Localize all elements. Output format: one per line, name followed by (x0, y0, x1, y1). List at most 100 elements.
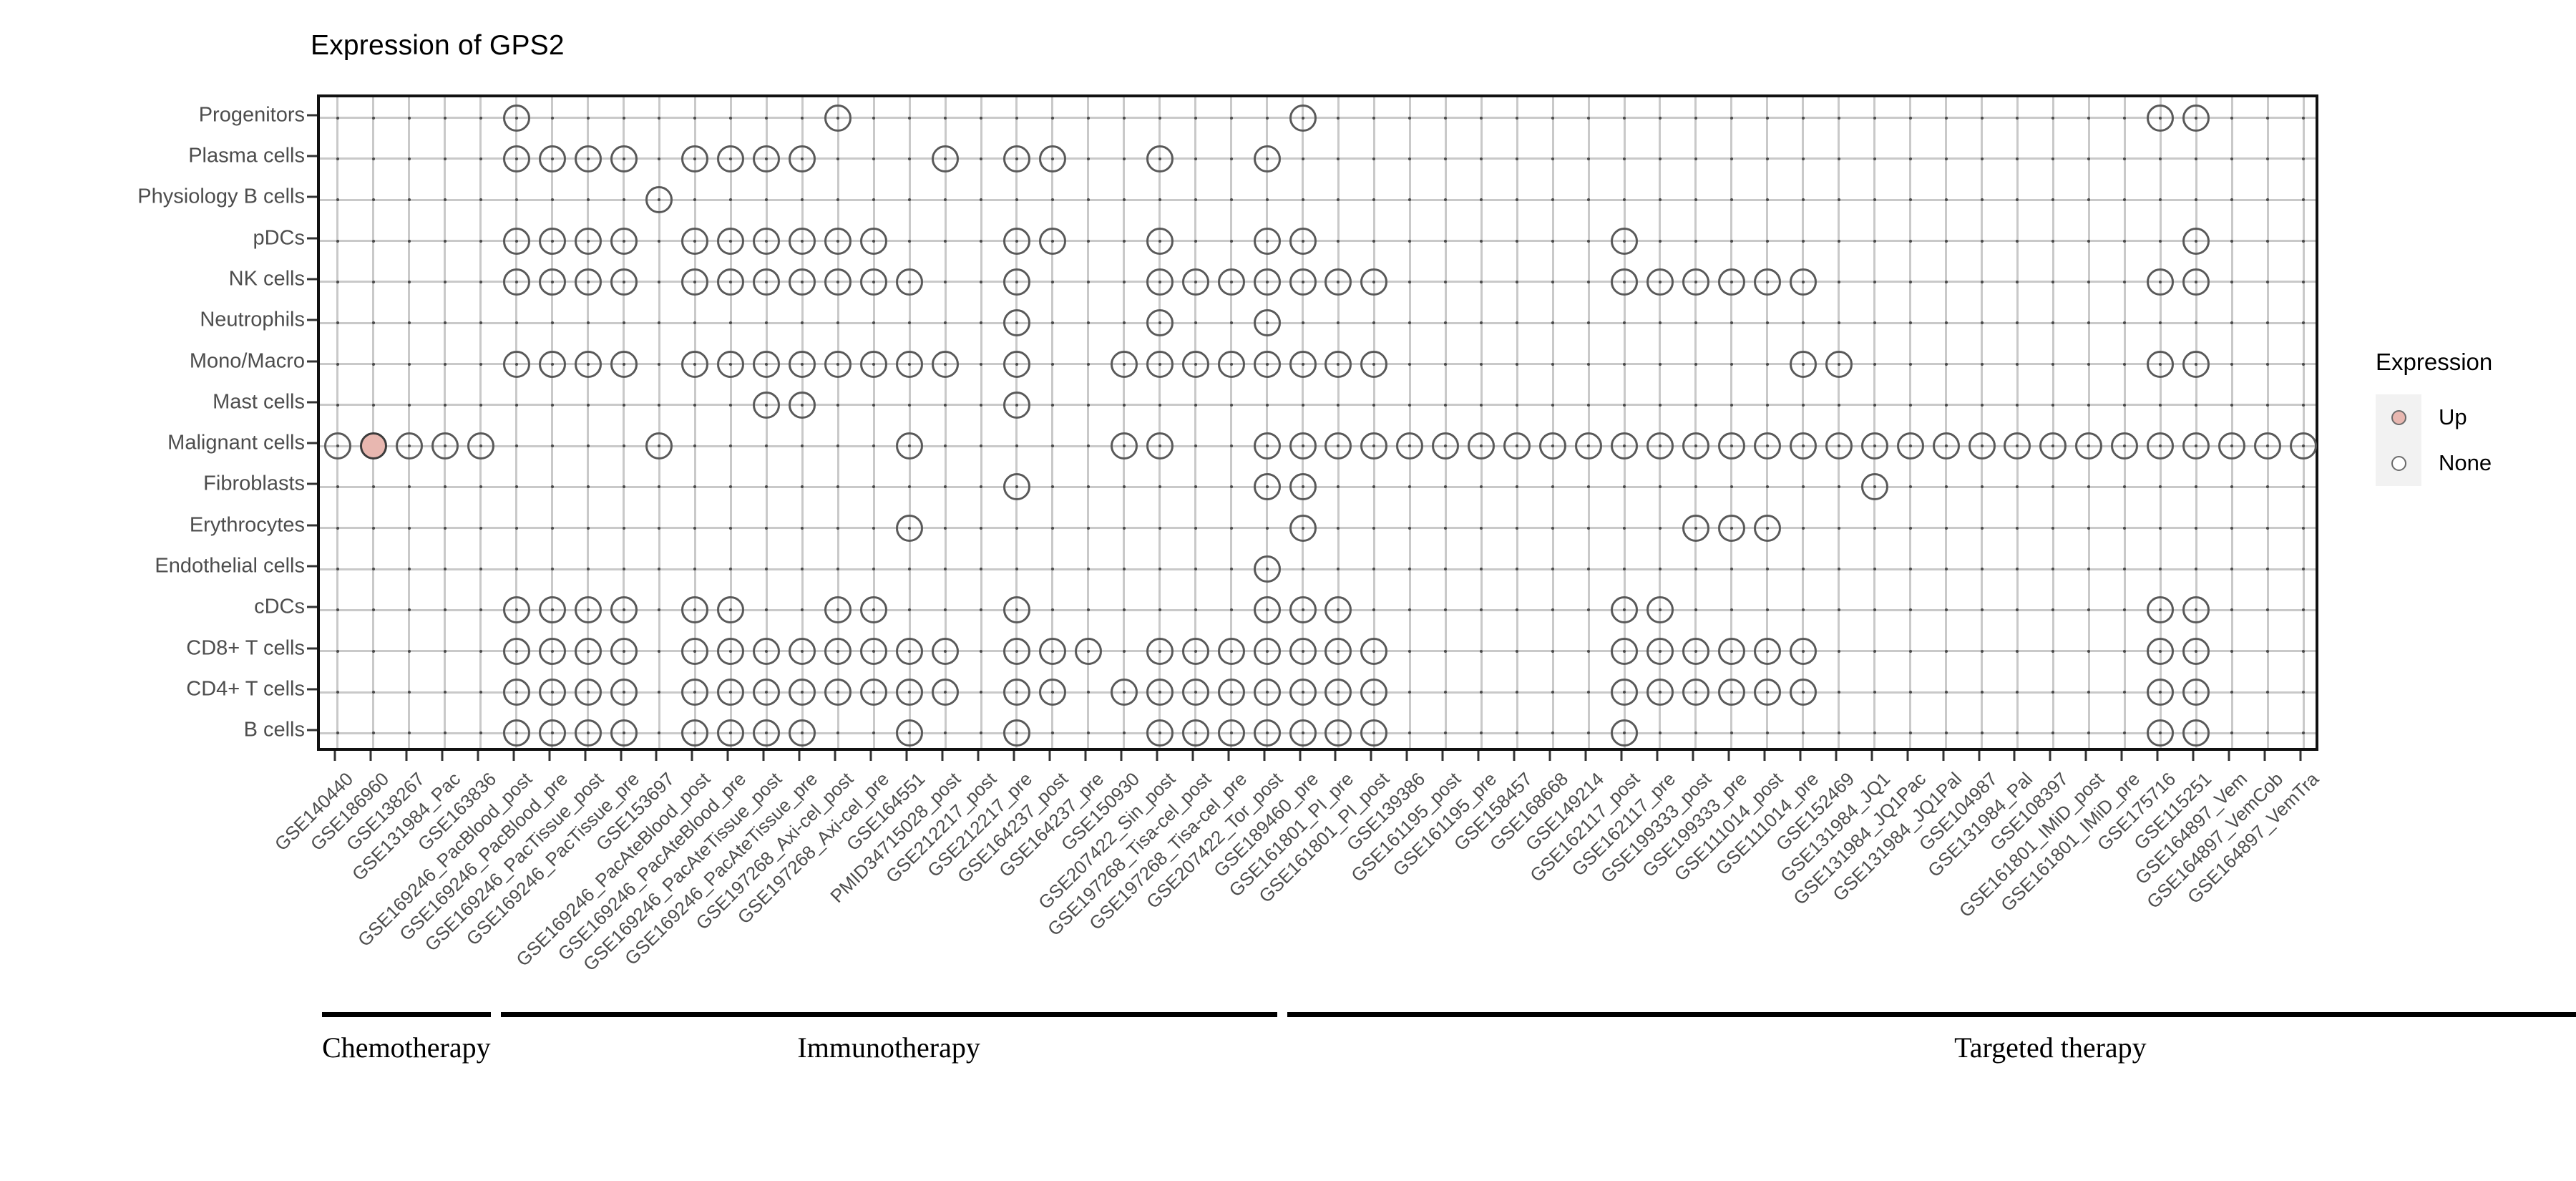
expression-dot[interactable] (2147, 596, 2175, 624)
expression-dot[interactable] (1146, 432, 1174, 460)
expression-dot[interactable] (359, 432, 387, 460)
expression-dot[interactable] (574, 350, 602, 378)
expression-dot[interactable] (753, 145, 781, 172)
expression-dot[interactable] (1181, 268, 1209, 296)
expression-dot[interactable] (896, 679, 924, 706)
expression-dot[interactable] (2290, 432, 2318, 460)
expression-dot[interactable] (610, 719, 638, 747)
expression-dot[interactable] (2218, 432, 2246, 460)
expression-dot[interactable] (1146, 268, 1174, 296)
expression-dot[interactable] (1253, 473, 1281, 501)
expression-dot[interactable] (1789, 268, 1817, 296)
expression-dot[interactable] (1611, 637, 1639, 665)
expression-dot[interactable] (1038, 637, 1066, 665)
expression-dot[interactable] (1110, 432, 1138, 460)
expression-dot[interactable] (1717, 514, 1745, 542)
expression-dot[interactable] (610, 596, 638, 624)
expression-dot[interactable] (645, 432, 673, 460)
expression-dot[interactable] (1789, 679, 1817, 706)
expression-dot[interactable] (2075, 432, 2103, 460)
expression-dot[interactable] (502, 719, 530, 747)
expression-dot[interactable] (1002, 473, 1030, 501)
expression-dot[interactable] (610, 145, 638, 172)
expression-dot[interactable] (896, 514, 924, 542)
expression-dot[interactable] (502, 350, 530, 378)
expression-dot[interactable] (1753, 679, 1781, 706)
expression-dot[interactable] (932, 145, 960, 172)
expression-dot[interactable] (1002, 596, 1030, 624)
expression-dot[interactable] (789, 637, 816, 665)
expression-dot[interactable] (932, 350, 960, 378)
expression-dot[interactable] (1646, 637, 1674, 665)
expression-dot[interactable] (502, 104, 530, 132)
expression-dot[interactable] (1253, 555, 1281, 583)
expression-dot[interactable] (1289, 596, 1317, 624)
expression-dot[interactable] (681, 350, 709, 378)
expression-dot[interactable] (860, 596, 888, 624)
expression-dot[interactable] (1717, 679, 1745, 706)
expression-dot[interactable] (896, 350, 924, 378)
expression-dot[interactable] (753, 391, 781, 419)
expression-dot[interactable] (860, 350, 888, 378)
expression-dot[interactable] (717, 145, 745, 172)
expression-dot[interactable] (1360, 432, 1388, 460)
expression-dot[interactable] (1611, 596, 1639, 624)
expression-dot[interactable] (1002, 309, 1030, 337)
expression-dot[interactable] (1753, 514, 1781, 542)
expression-dot[interactable] (1717, 432, 1745, 460)
expression-dot[interactable] (2182, 679, 2210, 706)
expression-dot[interactable] (2182, 719, 2210, 747)
expression-dot[interactable] (1181, 719, 1209, 747)
expression-dot[interactable] (1181, 637, 1209, 665)
expression-dot[interactable] (1324, 432, 1352, 460)
expression-dot[interactable] (1360, 350, 1388, 378)
expression-dot[interactable] (538, 227, 566, 255)
expression-dot[interactable] (1181, 350, 1209, 378)
expression-dot[interactable] (681, 679, 709, 706)
expression-dot[interactable] (1753, 432, 1781, 460)
expression-dot[interactable] (1002, 679, 1030, 706)
expression-dot[interactable] (610, 350, 638, 378)
expression-dot[interactable] (1717, 268, 1745, 296)
expression-dot[interactable] (717, 350, 745, 378)
expression-dot[interactable] (574, 145, 602, 172)
expression-dot[interactable] (431, 432, 459, 460)
expression-dot[interactable] (681, 268, 709, 296)
expression-dot[interactable] (1289, 514, 1317, 542)
expression-dot[interactable] (1002, 719, 1030, 747)
expression-dot[interactable] (1253, 596, 1281, 624)
expression-dot[interactable] (1753, 637, 1781, 665)
expression-dot[interactable] (1789, 432, 1817, 460)
expression-dot[interactable] (2039, 432, 2067, 460)
expression-dot[interactable] (824, 350, 852, 378)
expression-dot[interactable] (1253, 637, 1281, 665)
expression-dot[interactable] (824, 679, 852, 706)
expression-dot[interactable] (896, 432, 924, 460)
expression-dot[interactable] (1646, 679, 1674, 706)
expression-dot[interactable] (1146, 309, 1174, 337)
expression-dot[interactable] (789, 391, 816, 419)
expression-dot[interactable] (717, 596, 745, 624)
expression-dot[interactable] (1682, 637, 1709, 665)
expression-dot[interactable] (1611, 719, 1639, 747)
expression-dot[interactable] (1324, 268, 1352, 296)
expression-dot[interactable] (824, 596, 852, 624)
expression-dot[interactable] (1503, 432, 1531, 460)
expression-dot[interactable] (574, 596, 602, 624)
expression-dot[interactable] (1324, 350, 1352, 378)
expression-dot[interactable] (1682, 679, 1709, 706)
expression-dot[interactable] (1360, 679, 1388, 706)
expression-dot[interactable] (538, 719, 566, 747)
expression-dot[interactable] (2182, 432, 2210, 460)
expression-dot[interactable] (2111, 432, 2139, 460)
expression-dot[interactable] (2182, 227, 2210, 255)
expression-dot[interactable] (1146, 719, 1174, 747)
expression-dot[interactable] (717, 637, 745, 665)
expression-dot[interactable] (2182, 104, 2210, 132)
expression-dot[interactable] (1253, 268, 1281, 296)
expression-dot[interactable] (789, 679, 816, 706)
expression-dot[interactable] (1146, 679, 1174, 706)
expression-dot[interactable] (717, 719, 745, 747)
expression-dot[interactable] (1253, 145, 1281, 172)
expression-dot[interactable] (753, 719, 781, 747)
